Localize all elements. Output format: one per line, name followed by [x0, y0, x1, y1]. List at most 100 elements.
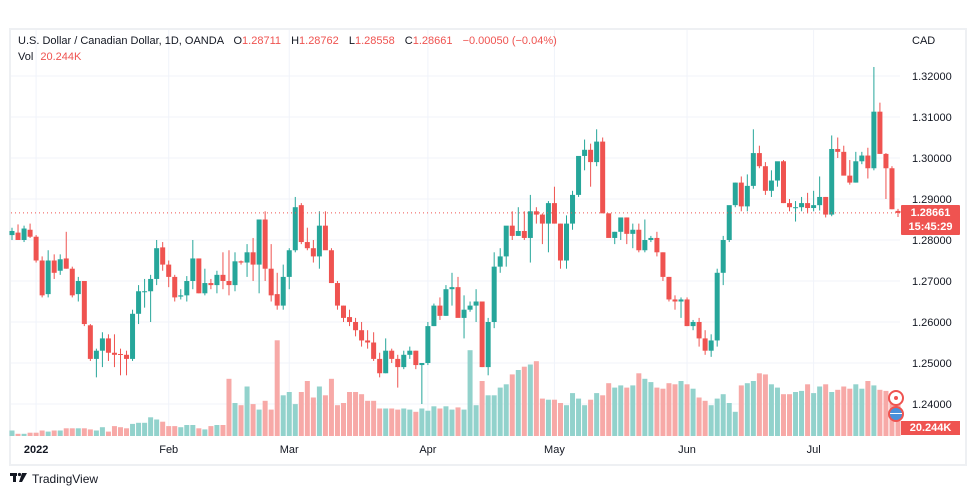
volume-bar	[473, 405, 479, 436]
time-tick-label: Apr	[419, 444, 436, 456]
volume-bar	[93, 430, 99, 436]
candle-body	[136, 291, 142, 314]
candle-body	[491, 266, 497, 322]
volume-bar	[148, 417, 154, 436]
volume-bar	[485, 395, 491, 436]
candle-body	[787, 203, 793, 208]
candle-body	[533, 211, 539, 215]
volume-bar	[51, 430, 57, 436]
volume-bar	[166, 426, 172, 436]
candle-body	[521, 230, 527, 238]
candle-body	[509, 225, 515, 236]
volume-bar	[594, 393, 600, 436]
candle-body	[105, 338, 111, 353]
volume-bars	[9, 340, 901, 436]
candle-body	[184, 281, 190, 296]
candle-body	[419, 363, 425, 366]
candle-body	[45, 260, 51, 295]
volume-bar	[304, 381, 310, 436]
candle-body	[334, 283, 340, 306]
volume-bar	[515, 370, 521, 436]
tradingview-name: TradingView	[32, 472, 99, 486]
volume-bar	[660, 388, 666, 436]
candle-body	[811, 205, 817, 209]
candle-body	[889, 168, 895, 210]
volume-bar	[551, 399, 557, 436]
candle-body	[841, 151, 847, 176]
time-tick-label: Mar	[280, 444, 299, 456]
volume-bar	[557, 403, 563, 436]
candle-body	[799, 203, 805, 208]
candle-body	[437, 305, 443, 316]
candle-body	[81, 281, 87, 325]
canada-flag-event-icon[interactable]	[888, 390, 904, 406]
volume-bar	[823, 384, 829, 436]
candle-body	[250, 252, 256, 265]
countdown-timer: 15:45:29	[908, 221, 953, 233]
candle-body	[750, 153, 756, 186]
volume-bar	[642, 378, 648, 436]
candle-body	[497, 256, 503, 267]
volume-bar	[87, 429, 93, 436]
volume-bar	[811, 393, 817, 436]
candle-body	[606, 213, 612, 238]
candle-body	[672, 299, 678, 302]
volume-bar	[437, 408, 443, 436]
candle-body	[256, 219, 262, 265]
tradingview-logo[interactable]: TradingView	[10, 472, 98, 486]
volume-bar	[732, 411, 738, 436]
volume-bar	[702, 400, 708, 436]
volume-bar	[479, 381, 485, 436]
time-tick-label: Jul	[807, 444, 821, 456]
volume-bar	[69, 428, 75, 436]
volume-bar	[389, 408, 395, 436]
candle-body	[383, 350, 389, 374]
volume-bar	[847, 388, 853, 436]
symbol-title[interactable]: U.S. Dollar / Canadian Dollar, 1D, OANDA	[18, 35, 224, 47]
candle-body	[21, 228, 27, 240]
volume-value: 20.244K	[40, 51, 82, 63]
volume-bar	[413, 411, 419, 436]
candle-body	[551, 203, 557, 224]
candle-body	[328, 250, 334, 284]
candle-body	[377, 358, 383, 374]
volume-bar	[467, 350, 473, 436]
volume-bar	[39, 430, 45, 436]
volume-bar	[425, 410, 431, 436]
candle-body	[774, 161, 780, 181]
time-tick-label: 2022	[24, 444, 48, 456]
candle-body	[395, 358, 401, 368]
volume-bar	[226, 378, 232, 436]
candle-body	[720, 240, 726, 273]
globe-event-icon[interactable]	[888, 406, 904, 422]
candle-body	[280, 276, 286, 306]
candle-body	[539, 214, 545, 224]
volume-bar	[600, 395, 606, 436]
volume-bar	[606, 383, 612, 436]
candle-body	[702, 338, 708, 351]
candle-body	[654, 237, 660, 253]
candle-body	[726, 205, 732, 240]
candle-body	[142, 291, 148, 293]
candle-body	[27, 229, 33, 237]
volume-bar	[190, 425, 196, 436]
legend-volume: Vol 20.244K	[18, 51, 81, 63]
candle-body	[443, 289, 449, 316]
candle-body	[871, 111, 877, 169]
volume-label[interactable]: Vol	[18, 51, 34, 63]
volume-bar	[172, 426, 178, 436]
volume-bar	[292, 404, 298, 436]
volume-bar	[738, 385, 744, 436]
candle-body	[853, 161, 859, 183]
volume-bar	[208, 426, 214, 436]
volume-bar	[334, 405, 340, 436]
close-label: C	[404, 35, 413, 47]
volume-bar	[117, 427, 123, 436]
volume-bar	[533, 361, 539, 436]
candle-body	[642, 240, 648, 251]
low-value: 1.28558	[354, 35, 395, 47]
candle-body	[214, 274, 220, 286]
volume-bar	[340, 403, 346, 436]
candle-body	[202, 283, 208, 294]
